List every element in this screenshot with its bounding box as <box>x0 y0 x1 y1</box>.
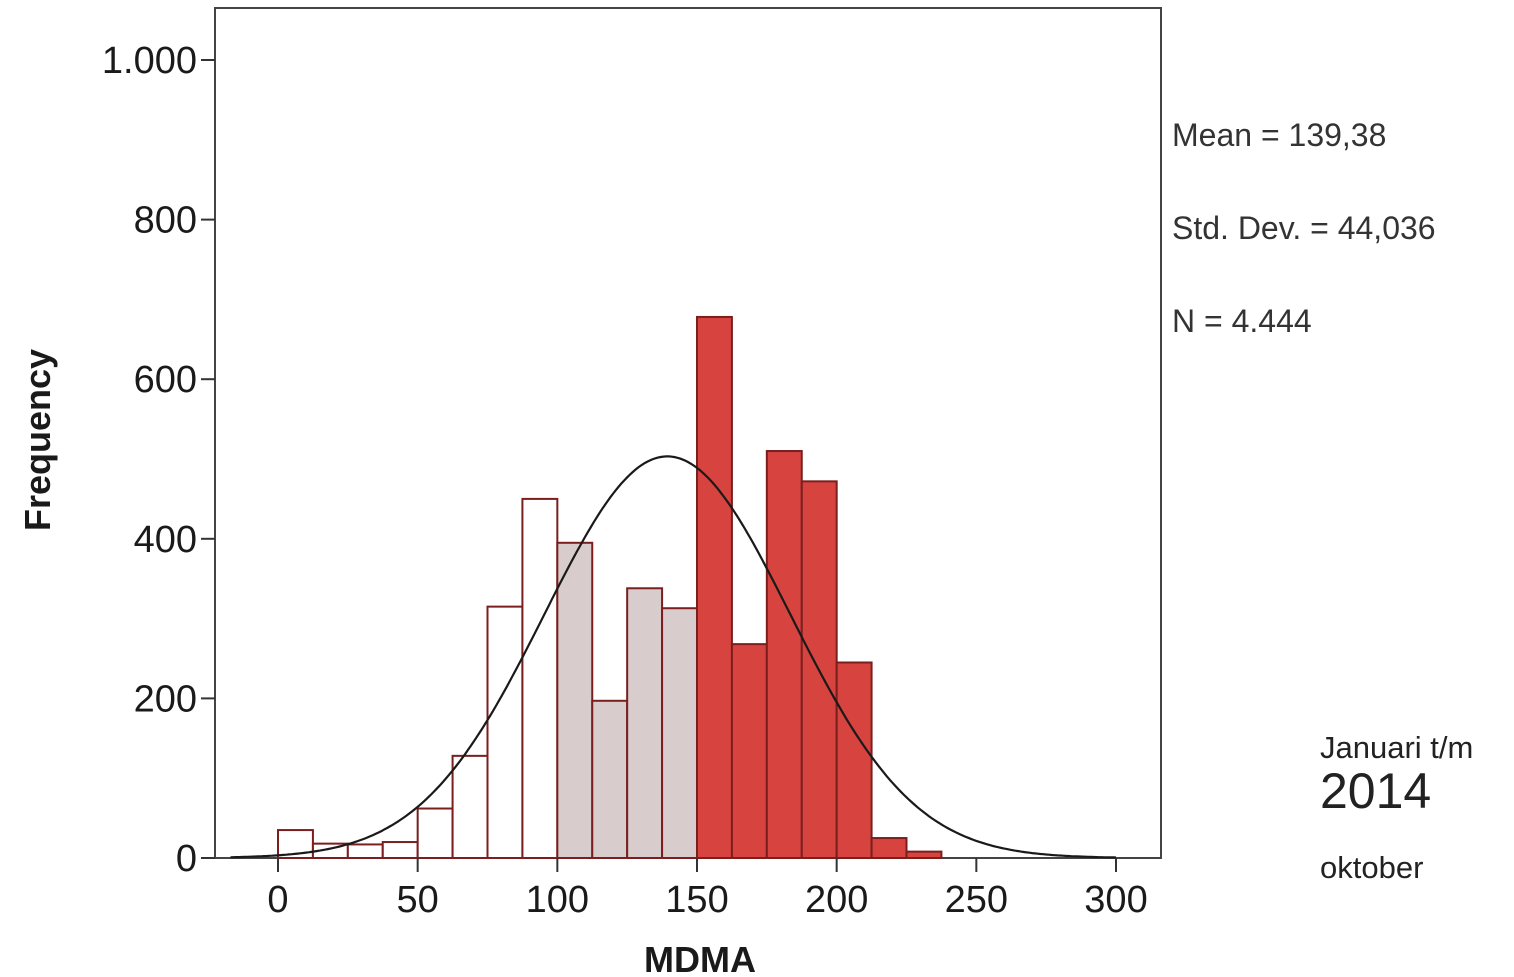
x-tick-label-4: 200 <box>805 879 868 921</box>
y-axis: 0 200 400 600 800 1.000 <box>102 40 215 880</box>
stats-std-dev: Std. Dev. = 44,036 <box>1172 210 1436 246</box>
histogram-bar-12 <box>696 315 733 859</box>
x-tick-label-3: 150 <box>665 879 728 921</box>
stats-box: Mean = 139,38 Std. Dev. = 44,036 N = 4.4… <box>1172 58 1436 368</box>
y-tick-label-4: 800 <box>134 200 197 242</box>
x-tick-label-6: 300 <box>1084 879 1147 921</box>
histogram-bar-17 <box>870 837 908 859</box>
bars-group <box>277 315 943 860</box>
x-tick-label-2: 100 <box>526 879 589 921</box>
y-tick-label-2: 400 <box>134 519 197 561</box>
y-axis-title: Frequency <box>17 349 58 531</box>
histogram-bar-4 <box>416 807 454 859</box>
normal-curve <box>230 455 1117 859</box>
stats-n: N = 4.444 <box>1172 303 1312 339</box>
histogram-bar-2 <box>346 843 384 860</box>
histogram-bar-13 <box>730 643 768 859</box>
period-line-2: oktober <box>1320 850 1424 885</box>
histogram-bar-16 <box>835 661 873 859</box>
x-axis: 0 50 100 150 200 250 300 <box>267 858 1148 921</box>
histogram-bar-11 <box>661 607 698 860</box>
stats-mean: Mean = 139,38 <box>1172 117 1387 153</box>
x-tick-label-0: 0 <box>267 879 288 921</box>
year-label: 2014 <box>1320 763 1432 819</box>
histogram-bar-8 <box>556 541 594 859</box>
x-tick-label-1: 50 <box>397 879 439 921</box>
y-tick-label-0: 0 <box>176 838 197 880</box>
y-tick-label-5: 1.000 <box>102 40 197 82</box>
histogram-bar-3 <box>381 841 419 859</box>
y-tick-label-1: 200 <box>134 678 197 720</box>
period-line-1: Januari t/m <box>1320 730 1474 765</box>
histogram-bar-5 <box>451 754 489 860</box>
histogram-bar-18 <box>905 850 943 860</box>
histogram-bar-14 <box>765 450 803 859</box>
period-label: Januari t/m oktober <box>1320 648 1473 928</box>
histogram-bar-10 <box>626 587 664 859</box>
x-axis-title: MDMA <box>644 939 756 977</box>
histogram-bar-6 <box>486 605 524 859</box>
histogram-bar-7 <box>521 497 559 859</box>
histogram-bar-9 <box>591 699 629 859</box>
y-tick-label-3: 600 <box>134 359 197 401</box>
x-tick-label-5: 250 <box>945 879 1008 921</box>
